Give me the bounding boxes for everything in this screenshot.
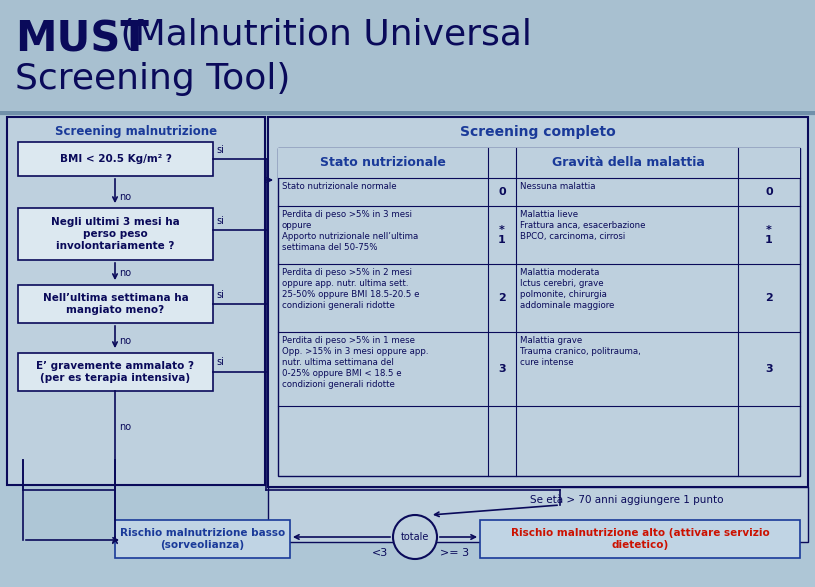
Text: 3: 3 (498, 364, 506, 374)
Text: Perdita di peso >5% in 1 mese
Opp. >15% in 3 mesi oppure app.
nutr. ultima setti: Perdita di peso >5% in 1 mese Opp. >15% … (282, 336, 429, 389)
FancyBboxPatch shape (268, 487, 808, 542)
Text: *
1: * 1 (498, 225, 506, 245)
FancyBboxPatch shape (18, 142, 213, 176)
Text: Gravità della malattia: Gravità della malattia (552, 157, 704, 170)
Text: Malattia moderata
Ictus cerebri, grave
polmonite, chirurgia
addominale maggiore: Malattia moderata Ictus cerebri, grave p… (520, 268, 615, 311)
Text: Screening completo: Screening completo (460, 125, 616, 139)
Text: E’ gravemente ammalato ?
(per es terapia intensiva): E’ gravemente ammalato ? (per es terapia… (37, 361, 195, 383)
Text: MUST: MUST (15, 18, 149, 60)
Text: totale: totale (401, 532, 430, 542)
Text: Malattia lieve
Frattura anca, esacerbazione
BPCO, carcinoma, cirrosi: Malattia lieve Frattura anca, esacerbazi… (520, 210, 645, 241)
Text: BMI < 20.5 Kg/m² ?: BMI < 20.5 Kg/m² ? (59, 154, 171, 164)
Text: Screening malnutrizione: Screening malnutrizione (55, 125, 217, 138)
Text: 2: 2 (498, 293, 506, 303)
Text: Screening Tool): Screening Tool) (15, 62, 290, 96)
Text: 3: 3 (765, 364, 773, 374)
Text: >= 3: >= 3 (440, 548, 469, 558)
Text: Stato nutrizionale normale: Stato nutrizionale normale (282, 182, 397, 191)
Text: <3: <3 (372, 548, 388, 558)
FancyBboxPatch shape (18, 208, 213, 260)
Text: no: no (119, 422, 131, 432)
FancyBboxPatch shape (268, 117, 808, 487)
FancyBboxPatch shape (0, 0, 815, 110)
FancyBboxPatch shape (18, 285, 213, 323)
Text: Malattia grave
Trauma cranico, politrauma,
cure intense: Malattia grave Trauma cranico, politraum… (520, 336, 641, 367)
Text: Nell’ultima settimana ha
mangiato meno?: Nell’ultima settimana ha mangiato meno? (42, 293, 188, 315)
FancyBboxPatch shape (18, 353, 213, 391)
Text: Rischio malnutrizione basso
(sorveolianza): Rischio malnutrizione basso (sorveolianz… (120, 528, 285, 550)
Text: Perdita di peso >5% in 3 mesi
oppure
Apporto nutrizionale nell’ultima
settimana : Perdita di peso >5% in 3 mesi oppure App… (282, 210, 418, 252)
Text: Negli ultimi 3 mesi ha
perso peso
involontariamente ?: Negli ultimi 3 mesi ha perso peso involo… (51, 217, 180, 251)
Text: (Malnutrition Universal: (Malnutrition Universal (109, 18, 532, 52)
Text: no: no (119, 336, 131, 346)
Text: Se età > 70 anni aggiungere 1 punto: Se età > 70 anni aggiungere 1 punto (530, 495, 724, 505)
Text: no: no (119, 268, 131, 278)
Text: si: si (216, 357, 224, 367)
FancyBboxPatch shape (115, 520, 290, 558)
Text: 0: 0 (498, 187, 506, 197)
FancyBboxPatch shape (278, 148, 800, 178)
Text: Rischio malnutrizione alto (attivare servizio
dietetico): Rischio malnutrizione alto (attivare ser… (511, 528, 769, 550)
FancyBboxPatch shape (480, 520, 800, 558)
Text: si: si (216, 290, 224, 300)
Text: si: si (216, 145, 224, 155)
Circle shape (393, 515, 437, 559)
Text: 0: 0 (765, 187, 773, 197)
Text: 2: 2 (765, 293, 773, 303)
Text: no: no (119, 192, 131, 202)
Text: Perdita di peso >5% in 2 mesi
oppure app. nutr. ultima sett.
25-50% oppure BMI 1: Perdita di peso >5% in 2 mesi oppure app… (282, 268, 420, 311)
FancyBboxPatch shape (278, 148, 800, 476)
Text: Stato nutrizionale: Stato nutrizionale (320, 157, 446, 170)
FancyBboxPatch shape (7, 117, 265, 485)
Text: si: si (216, 216, 224, 226)
Text: Nessuna malattia: Nessuna malattia (520, 182, 596, 191)
Text: *
1: * 1 (765, 225, 773, 245)
